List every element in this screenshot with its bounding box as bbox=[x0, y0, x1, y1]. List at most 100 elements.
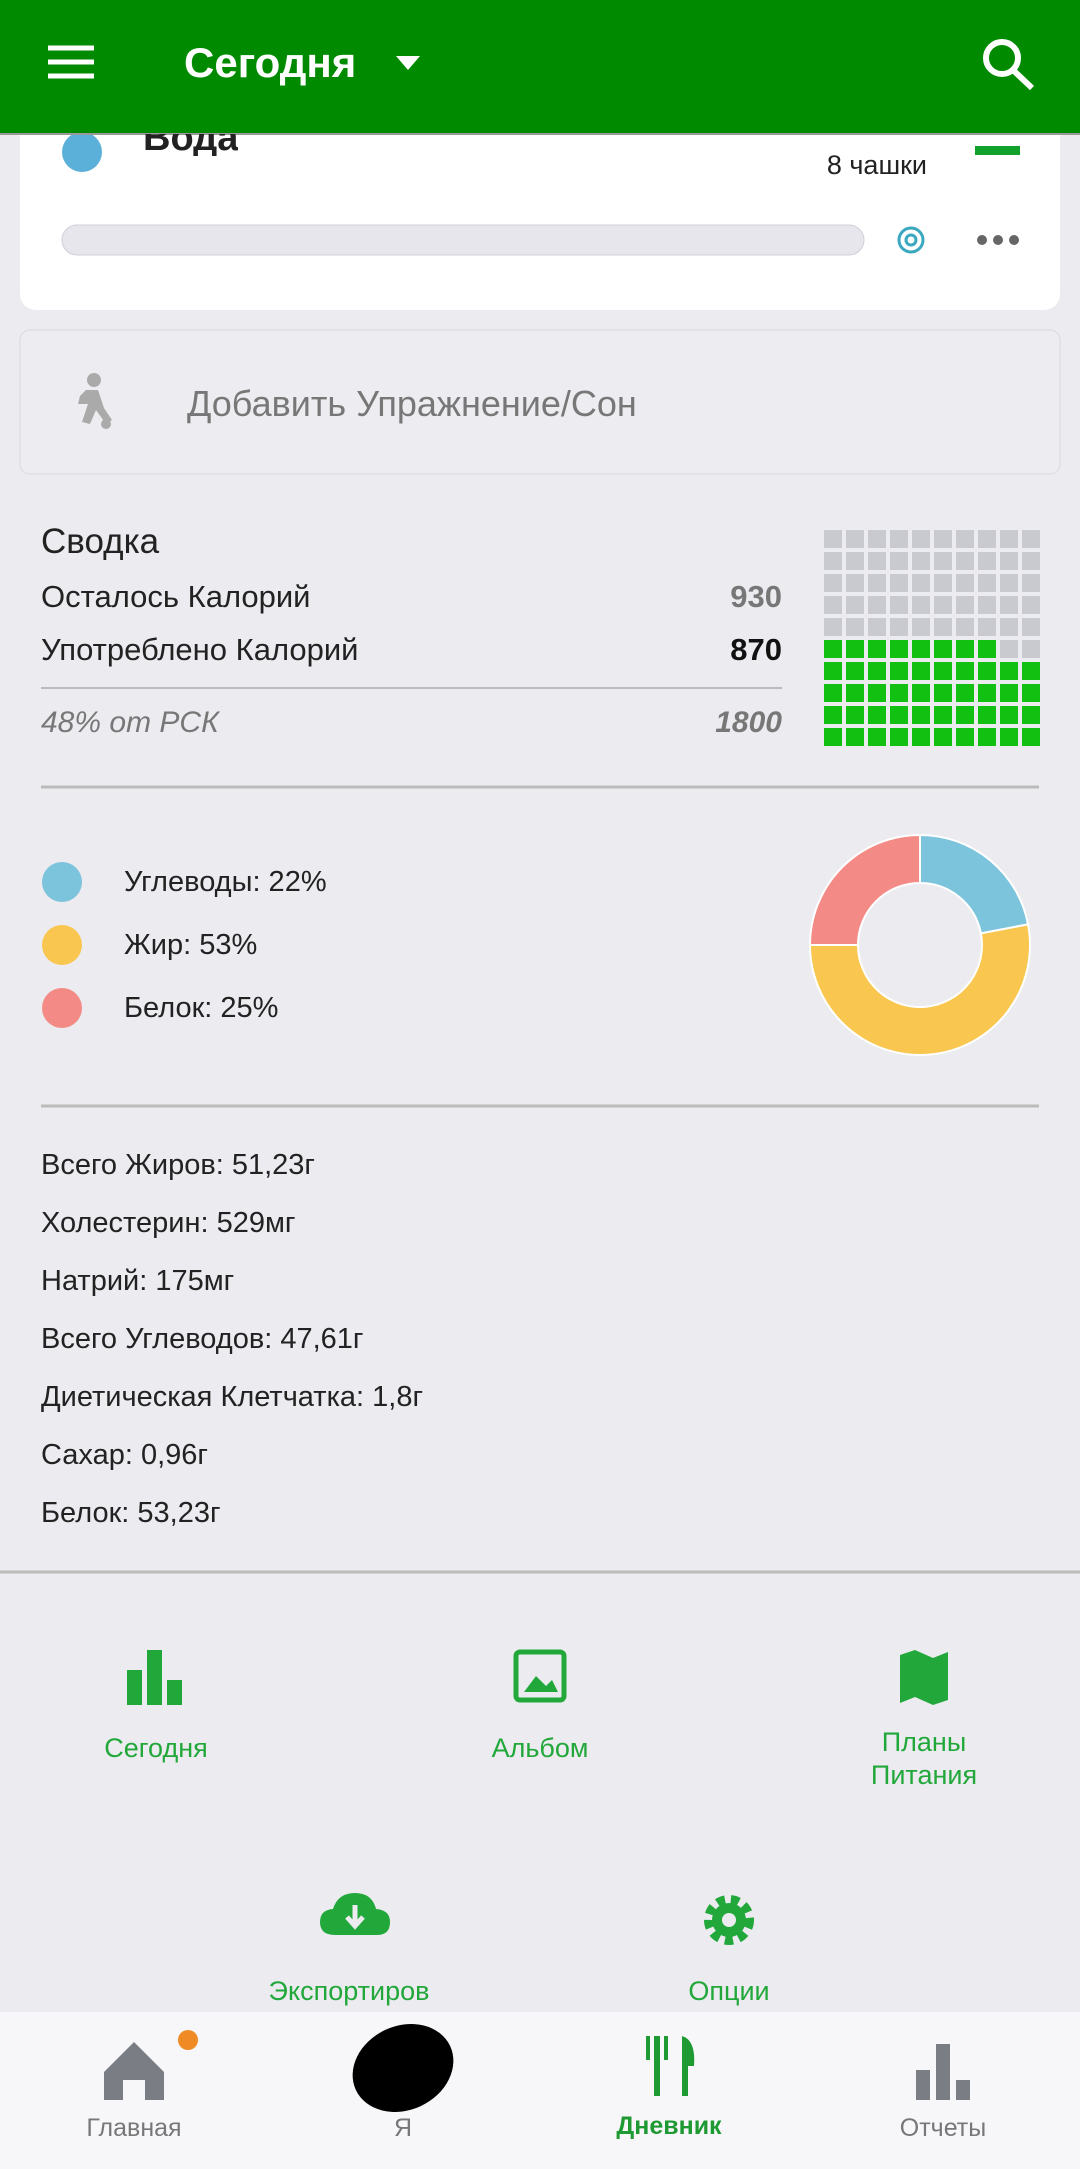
nav-label[interactable]: Дневник bbox=[616, 2112, 722, 2140]
waffle-cell-filled bbox=[978, 640, 996, 658]
donut-slice bbox=[808, 833, 921, 946]
waffle-cell-filled bbox=[824, 662, 842, 680]
waffle-cell-filled bbox=[868, 684, 886, 702]
menu-button[interactable] bbox=[48, 45, 94, 79]
app-bar bbox=[0, 0, 1080, 133]
action-label[interactable]: Опции bbox=[688, 1976, 770, 2006]
today-icon[interactable] bbox=[127, 1650, 182, 1705]
waffle-cell-filled bbox=[912, 706, 930, 724]
nutrient: Диетическая Клетчатка: 1,8г bbox=[41, 1381, 424, 1413]
shortcut-label[interactable]: Альбом bbox=[491, 1733, 589, 1763]
add-water-button[interactable] bbox=[975, 146, 1020, 155]
waffle-cell-filled bbox=[978, 728, 996, 746]
waffle-cell-filled bbox=[846, 684, 864, 702]
legend-swatch bbox=[42, 925, 82, 965]
waffle-cell-filled bbox=[846, 706, 864, 724]
exercise-label[interactable]: Добавить Упражнение/Сон bbox=[187, 383, 637, 424]
waffle-cell bbox=[824, 596, 842, 614]
rsk-value: 1800 bbox=[715, 706, 782, 739]
waffle-cell-filled bbox=[1022, 728, 1040, 746]
action-label[interactable]: Экспортиров bbox=[268, 1976, 430, 2006]
waffle-cell bbox=[846, 618, 864, 636]
nav-label[interactable]: Я bbox=[393, 2114, 413, 2142]
waffle-cell bbox=[868, 618, 886, 636]
waffle-cell bbox=[1022, 618, 1040, 636]
export-icon[interactable] bbox=[320, 1893, 390, 1935]
notification-dot bbox=[178, 2030, 198, 2050]
profile-avatar[interactable] bbox=[338, 2008, 468, 2128]
waffle-cell-filled bbox=[956, 640, 974, 658]
waffle-cell bbox=[1000, 618, 1018, 636]
rsk-label: 48% от РСК bbox=[41, 706, 219, 739]
waffle-cell bbox=[934, 574, 952, 592]
water-progress bbox=[61, 224, 865, 256]
waffle-cell bbox=[978, 552, 996, 570]
waffle-cell bbox=[846, 596, 864, 614]
shortcut-label[interactable]: Сегодня bbox=[104, 1733, 208, 1763]
waffle-cell bbox=[1022, 530, 1040, 548]
album-icon[interactable] bbox=[513, 1649, 567, 1703]
waffle-cell bbox=[824, 618, 842, 636]
waffle-cell-filled bbox=[978, 662, 996, 680]
waffle-cell bbox=[1000, 552, 1018, 570]
options-icon[interactable] bbox=[704, 1895, 754, 1945]
meal-plans-icon[interactable] bbox=[900, 1650, 948, 1705]
waffle-cell bbox=[1000, 574, 1018, 592]
goal-icon[interactable] bbox=[897, 226, 925, 254]
legend-label: Жир: 53% bbox=[124, 929, 258, 961]
waffle-cell-filled bbox=[1022, 662, 1040, 680]
waffle-cell-filled bbox=[1022, 684, 1040, 702]
waffle-cell bbox=[846, 574, 864, 592]
waffle-cell bbox=[868, 530, 886, 548]
remaining-label: Осталось Калорий bbox=[41, 579, 311, 614]
waffle-cell-filled bbox=[890, 640, 908, 658]
waffle-cell-filled bbox=[890, 684, 908, 702]
waffle-cell bbox=[1022, 596, 1040, 614]
waffle-cell-filled bbox=[912, 684, 930, 702]
waffle-cell bbox=[978, 596, 996, 614]
waffle-cell-filled bbox=[956, 662, 974, 680]
consumed-label: Употреблено Калорий bbox=[41, 632, 359, 667]
water-goal: 8 чашки bbox=[826, 150, 927, 180]
home-icon[interactable] bbox=[104, 2042, 164, 2100]
waffle-cell-filled bbox=[1000, 728, 1018, 746]
water-title: Вода bbox=[143, 120, 239, 156]
waffle-cell bbox=[934, 530, 952, 548]
waffle-cell bbox=[868, 596, 886, 614]
nav-label[interactable]: Главная bbox=[86, 2114, 182, 2142]
waffle-cell bbox=[956, 574, 974, 592]
waffle-cell bbox=[934, 596, 952, 614]
nutrient: Сахар: 0,96г bbox=[41, 1439, 208, 1471]
nutrient: Белок: 53,23г bbox=[41, 1497, 221, 1529]
waffle-cell-filled bbox=[934, 662, 952, 680]
date-dropdown[interactable] bbox=[396, 56, 420, 70]
waffle-cell bbox=[890, 530, 908, 548]
waffle-cell-filled bbox=[956, 684, 974, 702]
waffle-cell-filled bbox=[890, 706, 908, 724]
exercise-card[interactable] bbox=[19, 329, 1061, 475]
waffle-cell bbox=[890, 596, 908, 614]
diary-icon[interactable] bbox=[646, 2036, 695, 2096]
waffle-cell-filled bbox=[912, 728, 930, 746]
screen-title[interactable]: Сегодня bbox=[184, 39, 357, 86]
nutrient: Натрий: 175мг bbox=[41, 1265, 235, 1297]
waffle-cell-filled bbox=[978, 684, 996, 702]
waffle-cell-filled bbox=[1022, 706, 1040, 724]
legend-label: Белок: 25% bbox=[124, 992, 279, 1024]
waffle-cell bbox=[824, 530, 842, 548]
waffle-cell bbox=[912, 530, 930, 548]
waffle-cell-filled bbox=[934, 728, 952, 746]
waffle-cell bbox=[868, 552, 886, 570]
nav-label[interactable]: Отчеты bbox=[899, 2114, 987, 2142]
waffle-cell-filled bbox=[956, 706, 974, 724]
waffle-cell-filled bbox=[890, 662, 908, 680]
waffle-cell-filled bbox=[978, 706, 996, 724]
waffle-cell-filled bbox=[934, 640, 952, 658]
reports-icon[interactable] bbox=[916, 2044, 970, 2100]
shortcut-label[interactable]: Планы Питания bbox=[870, 1727, 978, 1790]
more-button[interactable] bbox=[977, 235, 1019, 245]
waffle-cell-filled bbox=[890, 728, 908, 746]
waffle-cell bbox=[978, 618, 996, 636]
search-button[interactable] bbox=[983, 39, 1035, 91]
